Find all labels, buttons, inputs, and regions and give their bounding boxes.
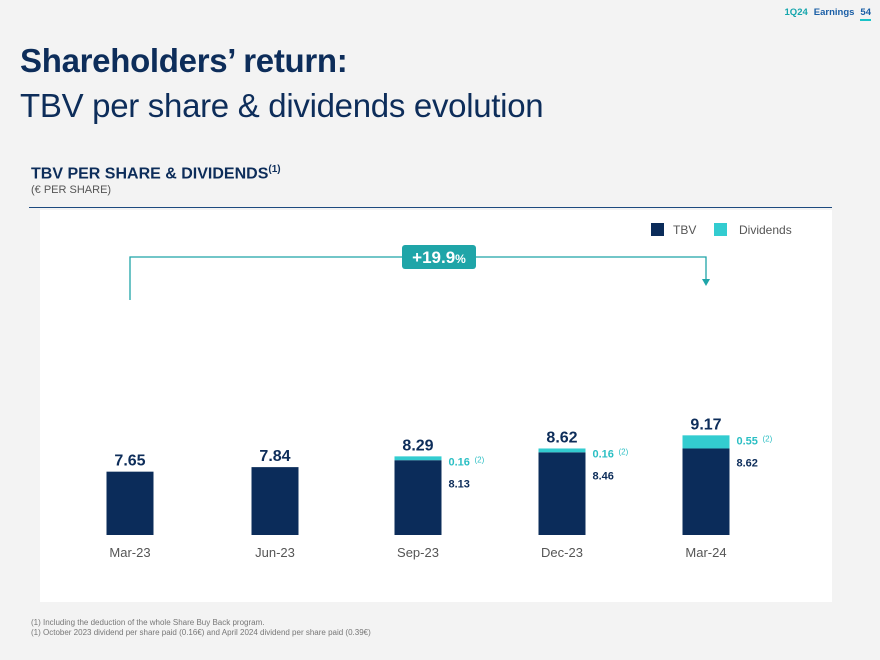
dividend-note: (2) [619, 447, 629, 456]
divider [29, 207, 832, 208]
page-subtitle: TBV per share & dividends evolution [20, 87, 544, 124]
dividend-label: 0.55 [737, 435, 758, 447]
dividend-label: 0.16 [593, 448, 614, 460]
total-label: 7.65 [114, 453, 145, 470]
bar-dividend [682, 435, 730, 449]
tbv-label: 8.62 [737, 457, 758, 469]
dividend-label: 0.16 [449, 456, 470, 468]
growth-callout-box [402, 245, 476, 269]
growth-callout-value: +19.9% [412, 248, 466, 267]
bar-tbv [682, 448, 730, 535]
bar-dividend [394, 456, 442, 461]
bar-chart: TBV Dividends 7.65 Mar-23 7.84 Jun-23 8.29 0.16… [106, 223, 792, 560]
legend-swatch-dividends [714, 223, 727, 236]
x-tick-label: Jun-23 [255, 545, 295, 560]
growth-arrow-head [702, 279, 710, 286]
tbv-label: 8.13 [449, 478, 470, 490]
x-tick-label: Dec-23 [541, 545, 583, 560]
bar-tbv [538, 452, 586, 535]
chart-heading-text: TBV PER SHARE & DIVIDENDS [31, 165, 269, 183]
tbv-label: 8.46 [593, 470, 614, 482]
dividend-note: (2) [475, 455, 485, 464]
bar-tbv [251, 467, 299, 535]
total-label: 8.62 [546, 429, 577, 446]
total-label: 7.84 [259, 448, 290, 465]
legend-label-tbv: TBV [673, 223, 696, 237]
page-title: Shareholders’ return: [20, 42, 348, 79]
chart-panel: TBV Dividends 7.65 Mar-23 7.84 Jun-23 8.29 0.16… [40, 210, 832, 602]
x-tick-label: Mar-24 [685, 545, 726, 560]
dividend-note: (2) [763, 434, 773, 443]
bar-dividend [538, 448, 586, 453]
header-label: Earnings [813, 7, 855, 18]
total-label: 8.29 [402, 437, 433, 454]
header-period: 1Q24 [784, 7, 808, 18]
page-number: 54 [860, 7, 871, 21]
x-tick-label: Mar-23 [109, 545, 150, 560]
footnote-2: (1) October 2023 dividend per share paid… [31, 628, 371, 637]
bar-tbv [106, 471, 154, 535]
chart-heading: TBV PER SHARE & DIVIDENDS(1) [31, 164, 281, 183]
page-header: 1Q24 Earnings 54 [785, 7, 871, 21]
chart-unit: (€ PER SHARE) [31, 184, 112, 196]
x-tick-label: Sep-23 [397, 545, 439, 560]
bar-tbv [394, 460, 442, 535]
legend-label-dividends: Dividends [739, 223, 792, 237]
legend-swatch-tbv [651, 223, 664, 236]
chart-heading-note: (1) [268, 164, 281, 175]
total-label: 9.17 [690, 416, 721, 433]
footnote-1: (1) Including the deduction of the whole… [31, 618, 265, 627]
